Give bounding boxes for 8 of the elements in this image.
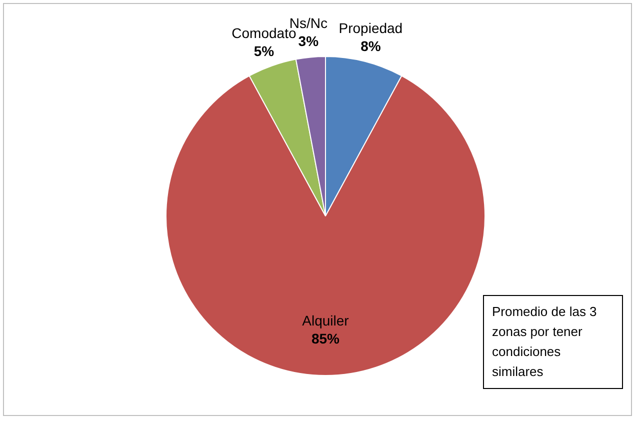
data-label: 85% <box>311 330 340 347</box>
data-label: 8% <box>360 38 382 54</box>
text: Promedio de las 3 zonas por tener condiciones similares <box>483 295 623 389</box>
slice-label: Propiedad <box>338 20 403 36</box>
data-label: 3% <box>298 33 320 50</box>
data-label: 5% <box>254 43 275 60</box>
slice-label: Alquiler <box>302 312 350 329</box>
slice-label: Ns/Nc <box>289 15 328 32</box>
